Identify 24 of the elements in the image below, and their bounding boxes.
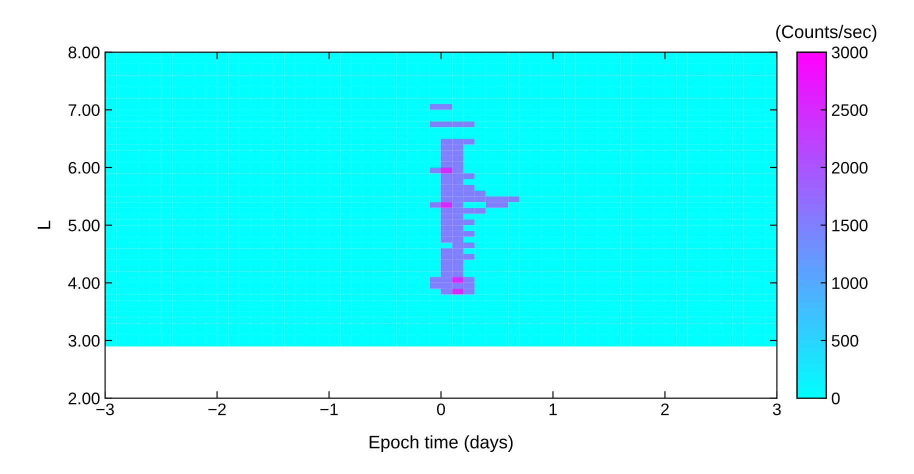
color-bar-label: 2000	[832, 162, 868, 174]
x-tick-label: −3	[96, 403, 114, 416]
y-tick-label: 7.00	[68, 104, 100, 116]
x-tick-label: −2	[208, 403, 226, 416]
color-bar-label: 0	[832, 392, 840, 404]
color-bar-label: 500	[832, 334, 858, 347]
y-tick-label: 3.00	[68, 334, 100, 347]
y-tick-label: 8.00	[68, 46, 100, 58]
x-axis-title: Epoch time (days)	[370, 435, 513, 452]
y-tick-label: 5.00	[68, 220, 100, 232]
color-bar-label: 3000	[832, 46, 868, 58]
color-bar-label: 2500	[832, 104, 868, 116]
x-tick-label: 2	[661, 403, 669, 416]
y-tick-label: 4.00	[68, 277, 100, 290]
x-tick-label: −1	[320, 404, 338, 416]
color-bar-label: 1000	[832, 277, 868, 290]
color-bar-label: 1500	[832, 220, 868, 232]
y-tick-label: 6.00	[68, 162, 100, 174]
y-axis-title: L	[38, 220, 50, 229]
x-tick-label: 0	[437, 403, 445, 416]
x-tick-label: 1	[550, 404, 557, 416]
x-tick-label: 3	[772, 403, 781, 416]
color-bar-title: (Counts/sec)	[776, 24, 876, 42]
y-tick-label: 2.00	[68, 392, 100, 404]
